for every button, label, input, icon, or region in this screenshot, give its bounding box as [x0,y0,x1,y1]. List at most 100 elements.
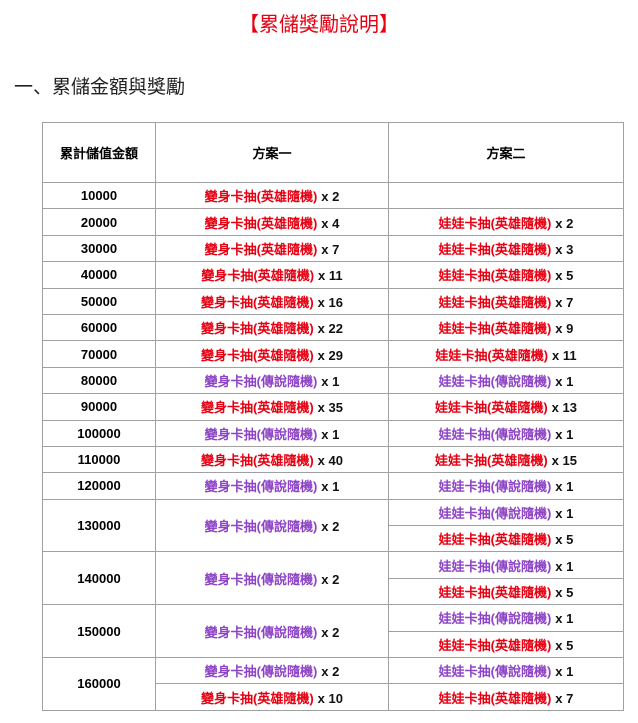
reward-cell: 變身卡抽(英雄隨機) x 2 [155,181,389,210]
item-name: 娃娃卡抽(英雄隨機) [435,453,548,469]
table-row: 110000 變身卡抽(英雄隨機) x 40 娃娃卡抽(英雄隨機) x 15 [42,445,624,474]
item-qty: x 7 [555,690,574,706]
reward-cell: 娃娃卡抽(傳說隨機) x 1 [388,551,624,579]
item-qty: x 29 [317,347,343,363]
item-qty: x 9 [555,321,574,337]
amount-cell: 20000 [42,208,156,236]
reward-cell: 娃娃卡抽(英雄隨機) x 5 [388,630,624,659]
table-row: 10000 變身卡抽(英雄隨機) x 2 [42,181,624,210]
item-qty: x 16 [317,294,343,310]
item-name: 娃娃卡抽(英雄隨機) [438,532,552,548]
item-qty: x 15 [551,453,577,469]
item-name: 變身卡抽(傳說隨機) [204,426,318,442]
reward-cell: 娃娃卡抽(傳說隨機) x 1 [388,472,624,500]
reward-cell: 娃娃卡抽(英雄隨機) x 3 [388,234,624,263]
reward-cell: 娃娃卡抽(傳說隨機) x 1 [388,657,624,685]
item-name: 娃娃卡抽(英雄隨機) [435,400,548,416]
table-row: 150000 變身卡抽(傳說隨機) x 2 娃娃卡抽(傳說隨機) x 1 [42,604,624,659]
item-name: 變身卡抽(傳說隨機) [204,373,318,389]
reward-cell: 變身卡抽(英雄隨機) x 4 [155,208,389,236]
amount-cell: 90000 [42,393,156,421]
item-name: 變身卡抽(英雄隨機) [204,215,318,231]
reward-cell: 變身卡抽(英雄隨機) x 7 [155,234,389,263]
amount-cell: 80000 [42,366,156,395]
item-name: 娃娃卡抽(英雄隨機) [438,294,552,310]
reward-cell: 娃娃卡抽(傳說隨機) x 1 [388,419,624,447]
item-name: 變身卡抽(英雄隨機) [201,268,315,284]
item-qty: x 10 [317,690,343,706]
reward-cell: 娃娃卡抽(英雄隨機) x 13 [388,393,624,421]
table-row: 120000 變身卡抽(傳說隨機) x 1 娃娃卡抽(傳說隨機) x 1 [42,472,624,500]
reward-cell: 娃娃卡抽(傳說隨機) x 1 [388,366,624,395]
item-name: 娃娃卡抽(英雄隨機) [435,347,549,363]
amount-cell: 10000 [42,181,156,210]
reward-cell: 變身卡抽(傳說隨機) x 1 [155,472,389,500]
reward-cell: 變身卡抽(英雄隨機) x 11 [155,261,389,289]
reward-cell: 變身卡抽(傳說隨機) x 1 [155,419,389,447]
table-row: 娃娃卡抽(英雄隨機) x 5 [43,630,624,659]
item-name: 變身卡抽(傳說隨機) [204,571,318,587]
amount-cell: 60000 [42,313,156,342]
item-qty: x 2 [321,189,340,205]
item-name: 娃娃卡抽(傳說隨機) [438,558,552,574]
item-name: 變身卡抽(傳說隨機) [204,519,318,535]
item-name: 娃娃卡抽(英雄隨機) [438,321,552,337]
item-name: 變身卡抽(英雄隨機) [201,690,314,706]
item-name: 變身卡抽(英雄隨機) [204,241,318,257]
item-qty: x 1 [555,373,574,389]
item-name: 娃娃卡抽(英雄隨機) [438,241,552,257]
reward-cell: 變身卡抽(傳說隨機) x 2 [155,498,389,553]
item-name: 娃娃卡抽(英雄隨機) [438,268,552,284]
item-qty: x 11 [318,268,343,284]
amount-cell: 40000 [42,261,156,289]
page-title: 【累儲獎勵說明】 [239,14,399,36]
table-row: 20000 變身卡抽(英雄隨機) x 4 娃娃卡抽(英雄隨機) x 2 [42,208,624,236]
table-row: 變身卡抽(英雄隨機) x 10 娃娃卡抽(英雄隨機) x 7 [43,683,624,711]
item-name: 娃娃卡抽(英雄隨機) [438,215,552,231]
table-row: 70000 變身卡抽(英雄隨機) x 29 娃娃卡抽(英雄隨機) x 11 [42,340,624,368]
reward-cell: 娃娃卡抽(英雄隨機) x 15 [388,445,624,474]
amount-cell: 120000 [42,472,156,500]
amount-cell: 160000 [42,657,156,711]
item-qty: x 1 [555,426,574,442]
reward-cell: 娃娃卡抽(英雄隨機) x 9 [388,313,624,342]
item-name: 娃娃卡抽(傳說隨機) [438,664,552,680]
column-header: 方案一 [155,122,389,183]
item-qty: x 3 [555,241,574,257]
item-name: 變身卡抽(傳說隨機) [204,624,318,640]
amount-cell: 130000 [42,498,156,553]
item-name: 娃娃卡抽(傳說隨機) [438,479,552,495]
item-qty: x 1 [321,373,340,389]
item-name: 變身卡抽(英雄隨機) [201,400,314,416]
reward-cell: 娃娃卡抽(英雄隨機) x 7 [388,683,624,711]
table-row: 140000 變身卡抽(傳說隨機) x 2 娃娃卡抽(傳說隨機) x 1 [42,551,624,606]
item-qty: x 5 [555,268,574,284]
reward-cell: 娃娃卡抽(傳說隨機) x 1 [388,604,624,632]
item-qty: x 2 [321,624,340,640]
reward-cell: 變身卡抽(英雄隨機) x 35 [155,393,389,421]
item-qty: x 5 [555,585,574,601]
reward-cell: 變身卡抽(傳說隨機) x 1 [155,366,389,395]
table-row: 160000 變身卡抽(傳說隨機) x 2 娃娃卡抽(傳說隨機) x 1 [42,657,624,711]
table-row: 100000 變身卡抽(傳說隨機) x 1 娃娃卡抽(傳說隨機) x 1 [42,419,624,447]
item-name: 變身卡抽(英雄隨機) [201,347,314,363]
reward-cell [388,181,624,210]
item-qty: x 7 [555,294,574,310]
item-name: 娃娃卡抽(英雄隨機) [438,690,552,706]
item-qty: x 1 [555,664,574,680]
amount-cell: 50000 [42,287,156,315]
item-name: 變身卡抽(英雄隨機) [201,453,314,469]
item-qty: x 2 [321,519,340,535]
reward-cell: 娃娃卡抽(英雄隨機) x 5 [388,577,624,606]
reward-cell: 變身卡抽(傳說隨機) x 2 [155,657,389,685]
reward-cell: 變身卡抽(英雄隨機) x 22 [155,313,389,342]
item-qty: x 1 [321,426,340,442]
item-name: 變身卡抽(英雄隨機) [201,294,314,310]
table-row: 60000 變身卡抽(英雄隨機) x 22 娃娃卡抽(英雄隨機) x 9 [42,313,624,342]
reward-cell: 變身卡抽(傳說隨機) x 2 [155,551,389,606]
amount-cell: 100000 [42,419,156,447]
reward-cell: 變身卡抽(英雄隨機) x 40 [155,445,389,474]
column-header: 方案二 [388,122,624,183]
item-name: 娃娃卡抽(傳說隨機) [438,611,552,627]
item-qty: x 2 [321,664,340,680]
